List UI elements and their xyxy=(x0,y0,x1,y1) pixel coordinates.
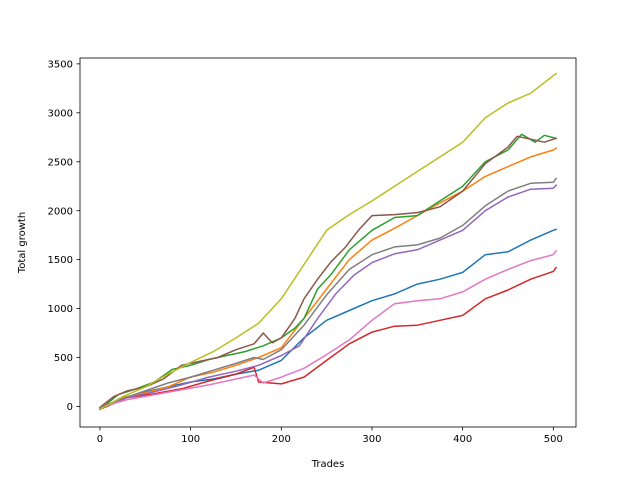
y-tick-label: 0 xyxy=(67,402,73,413)
x-tick-label: 400 xyxy=(453,434,472,445)
y-tick-label: 1000 xyxy=(48,304,73,315)
series-line-5 xyxy=(98,184,558,410)
series-line-9 xyxy=(98,72,558,411)
x-tick-label: 0 xyxy=(97,434,103,445)
series-line-2 xyxy=(98,146,558,410)
x-tick-label: 200 xyxy=(272,434,291,445)
y-tick-label: 500 xyxy=(54,353,73,364)
series-line-8 xyxy=(98,177,558,409)
y-tick-label: 2500 xyxy=(48,157,73,168)
y-tick-label: 3000 xyxy=(48,108,73,119)
series-line-7 xyxy=(98,249,558,409)
x-tick-label: 500 xyxy=(544,434,563,445)
x-axis-title: Trades xyxy=(311,459,345,470)
series-layer xyxy=(98,72,558,411)
series-line-4 xyxy=(98,266,558,411)
series-line-1 xyxy=(98,228,558,409)
y-tick-label: 1500 xyxy=(48,255,73,266)
y-tick-label: 3500 xyxy=(48,59,73,70)
plot-area-frame xyxy=(79,57,577,428)
x-tick-label: 300 xyxy=(362,434,381,445)
x-tick-label: 100 xyxy=(181,434,200,445)
tick-layer: 0 100 200 300 400 500 0 500 1000 1500 2000 2500 3000… xyxy=(48,59,563,445)
y-axis-title: Total growth xyxy=(17,212,28,274)
y-tick-label: 2000 xyxy=(48,206,73,217)
series-line-6 xyxy=(98,135,558,409)
